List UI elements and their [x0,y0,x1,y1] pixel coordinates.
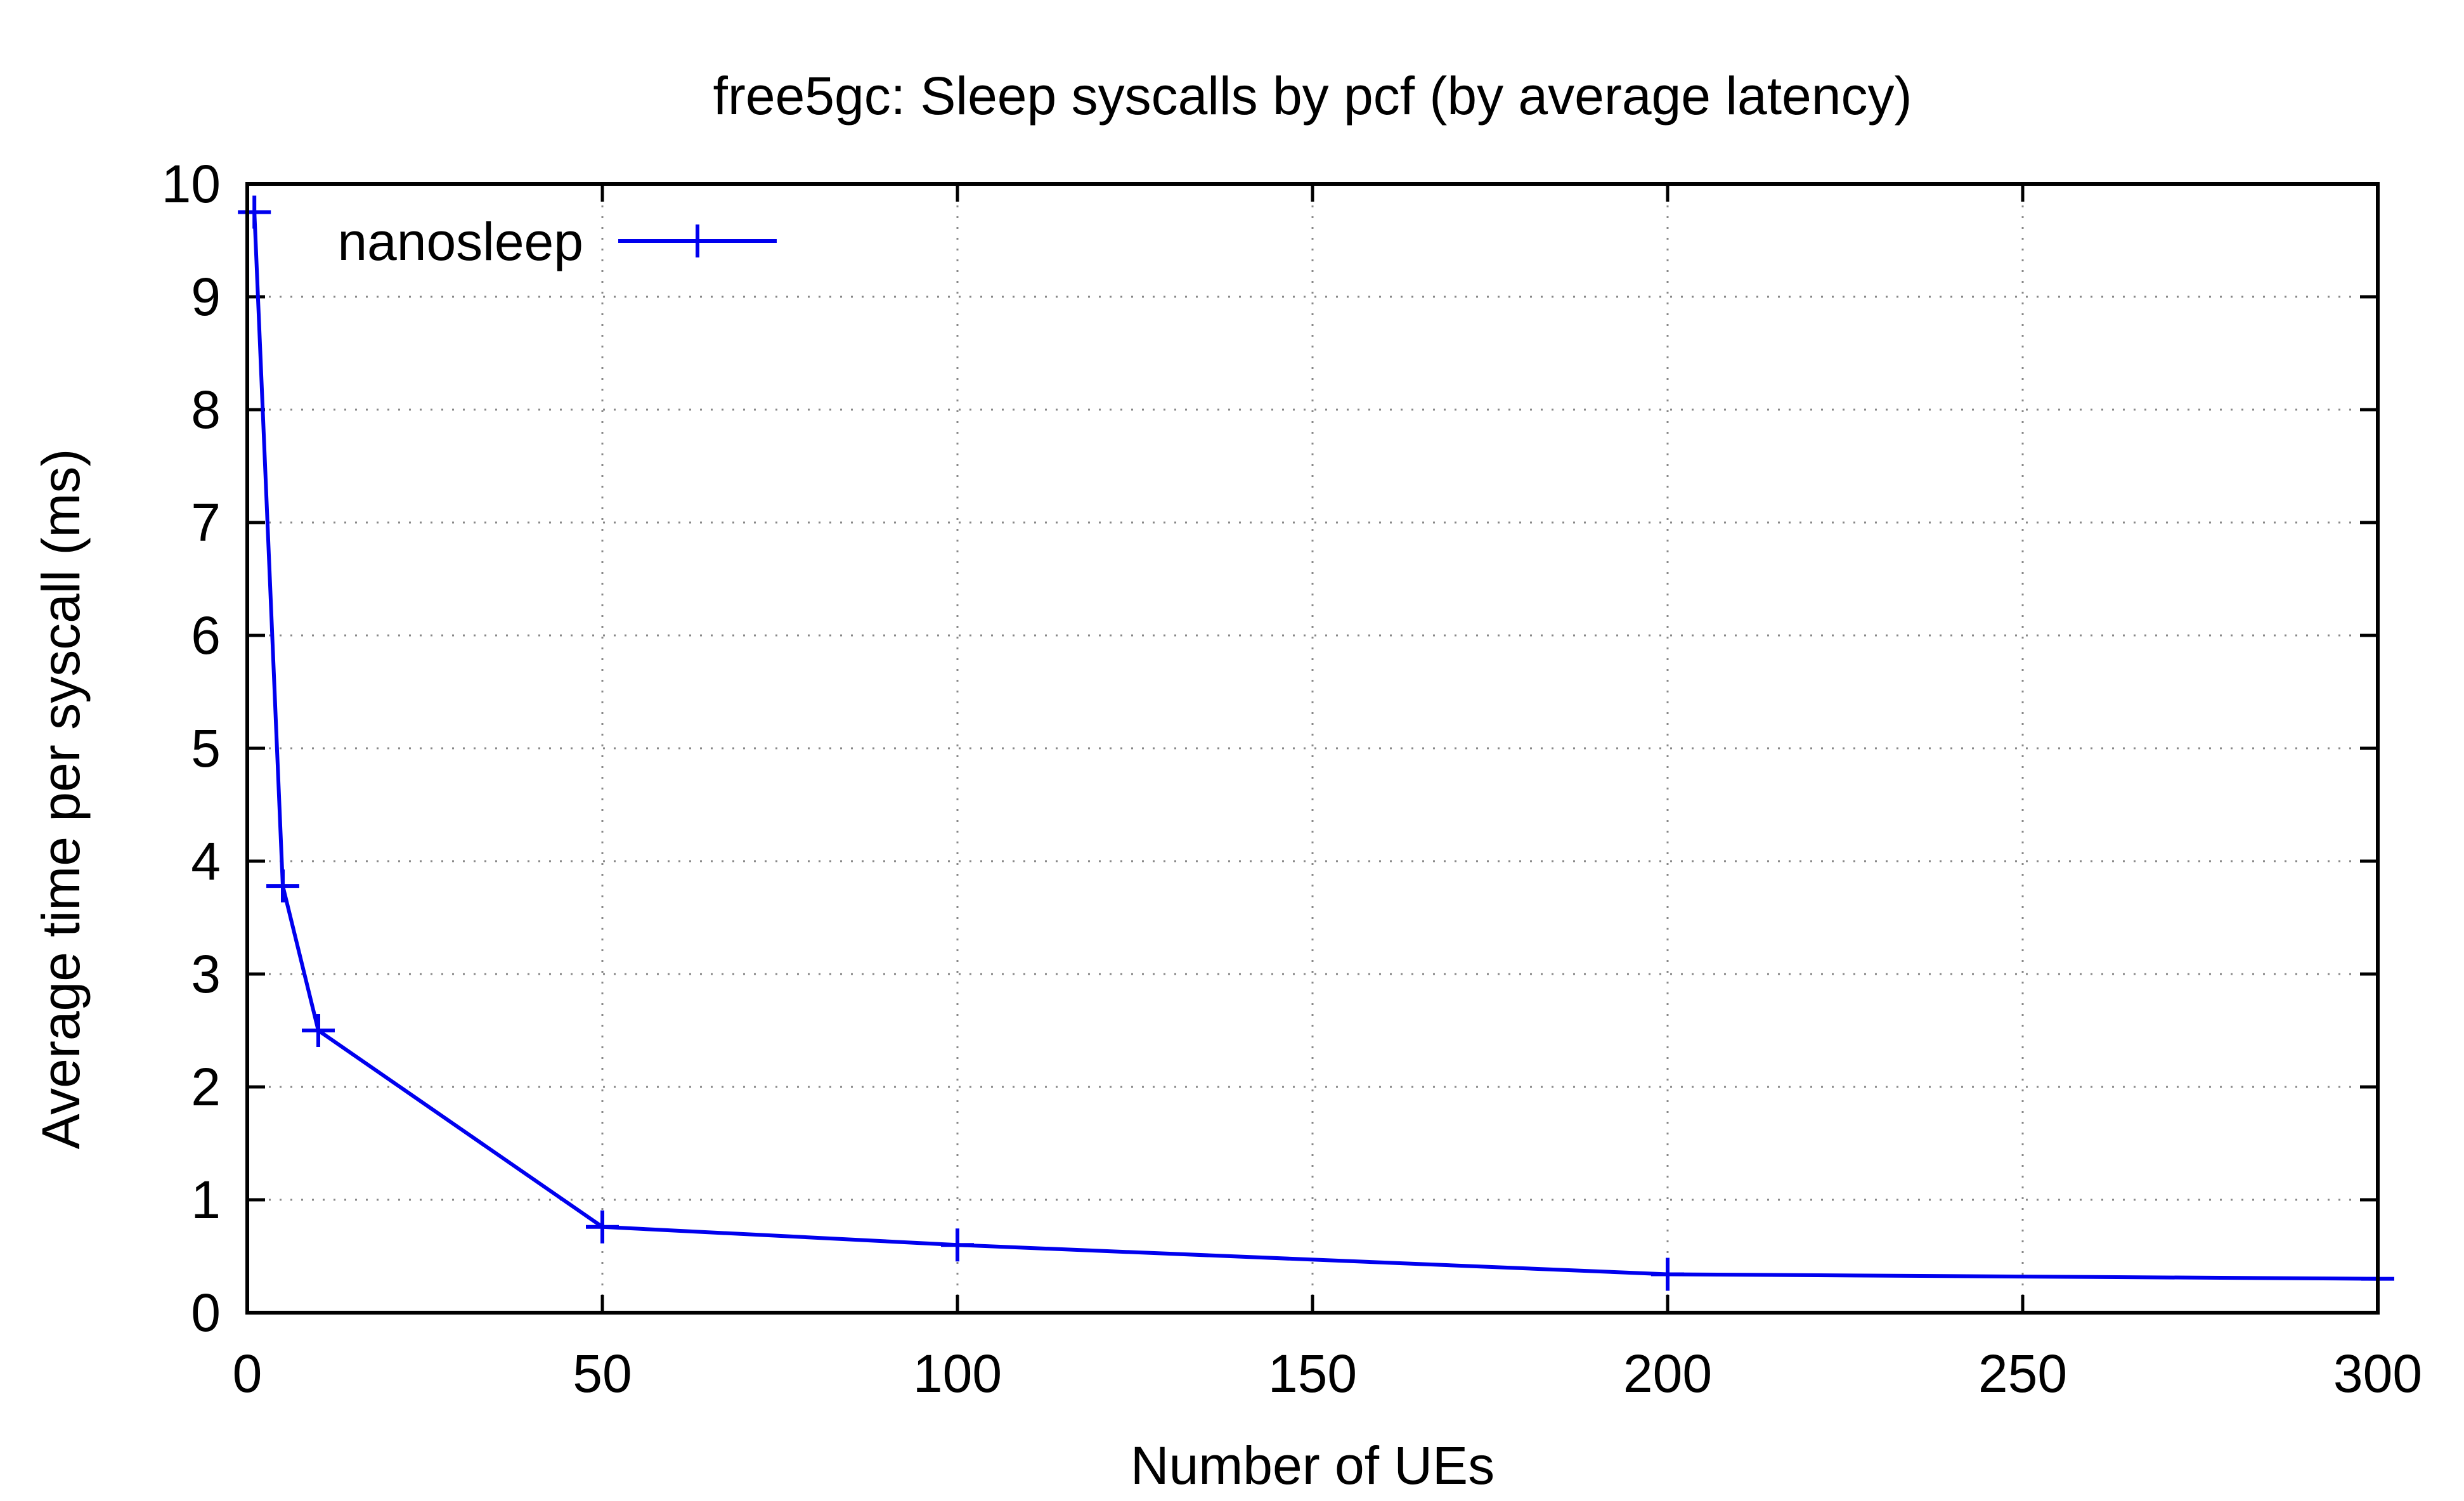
x-tick-label: 0 [233,1344,263,1403]
data-point-marker [238,195,271,229]
chart-title: free5gc: Sleep syscalls by pcf (by avera… [713,66,1912,126]
y-tick-label: 9 [191,267,221,327]
x-tick-label: 250 [1978,1344,2067,1403]
plot-frame [245,182,2380,1315]
legend-marker [681,224,714,257]
y-tick-label: 0 [191,1283,221,1342]
y-tick-label: 1 [191,1170,221,1230]
y-axis-label: Average time per syscall (ms) [31,449,91,1150]
y-tick-label: 4 [191,831,221,891]
y-tick-label: 10 [162,154,221,214]
y-tick-label: 5 [191,718,221,778]
data-point-marker [1651,1257,1684,1291]
x-axis-label: Number of UEs [1131,1436,1495,1495]
x-tick-label: 300 [2333,1344,2422,1403]
y-tick-label: 2 [191,1057,221,1117]
series [238,195,2394,1296]
data-point-marker [302,1014,335,1047]
y-tick-label: 3 [191,944,221,1004]
x-tick-label: 150 [1268,1344,1357,1403]
y-tick-label: 8 [191,380,221,439]
data-point-marker [266,869,299,903]
legend: nanosleep [337,212,777,271]
x-tick-label: 50 [573,1344,632,1403]
x-tick-label: 200 [1623,1344,1712,1403]
data-point-marker [586,1210,619,1244]
y-tick-label: 6 [191,606,221,665]
data-point-marker [941,1228,974,1262]
x-tick-label: 100 [913,1344,1002,1403]
y-tick-label: 7 [191,493,221,552]
legend-label: nanosleep [337,212,583,271]
